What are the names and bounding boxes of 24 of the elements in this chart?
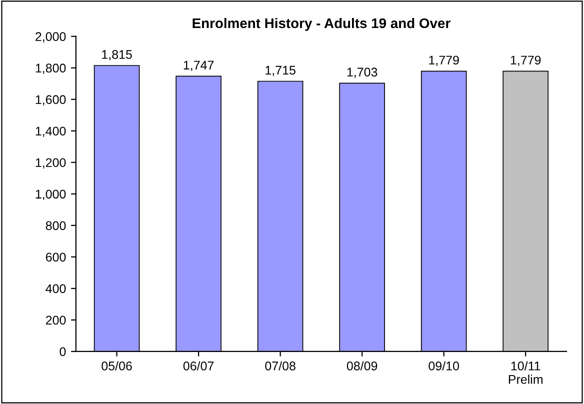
x-tick-label: 07/08: [265, 361, 296, 370]
y-tick-label: 1,200: [36, 158, 66, 169]
data-label: 1,747: [184, 60, 214, 72]
y-tick-label: 2,000: [36, 32, 66, 42]
y-tick-label: 200: [46, 316, 66, 325]
y-tick-label: 1,800: [36, 64, 66, 74]
x-tick-label: 09/10: [428, 361, 459, 370]
y-tick-label: 1,000: [36, 190, 66, 200]
data-label: 1,715: [266, 66, 296, 76]
data-label: 1,779: [510, 56, 541, 66]
y-tick-label: 800: [46, 221, 66, 230]
data-label: 1,779: [429, 56, 459, 66]
y-tick-label: 1,600: [36, 95, 66, 106]
chart-title: Enrolment History - Adults 19 and Over: [192, 18, 450, 31]
x-tick-label: 06/07: [183, 361, 214, 370]
data-label: 1,703: [347, 68, 378, 78]
y-tick-label: 1,400: [36, 126, 66, 138]
x-tick-label: 05/06: [102, 361, 132, 370]
data-label: 1,815: [102, 50, 132, 60]
y-tick-label: 600: [46, 252, 66, 262]
y-tick-label: 0: [60, 347, 66, 356]
y-tick-label: 400: [46, 284, 66, 294]
x-tick-label: 08/09: [346, 361, 378, 370]
x-tick-label: 10/11 Prelim: [508, 361, 542, 384]
